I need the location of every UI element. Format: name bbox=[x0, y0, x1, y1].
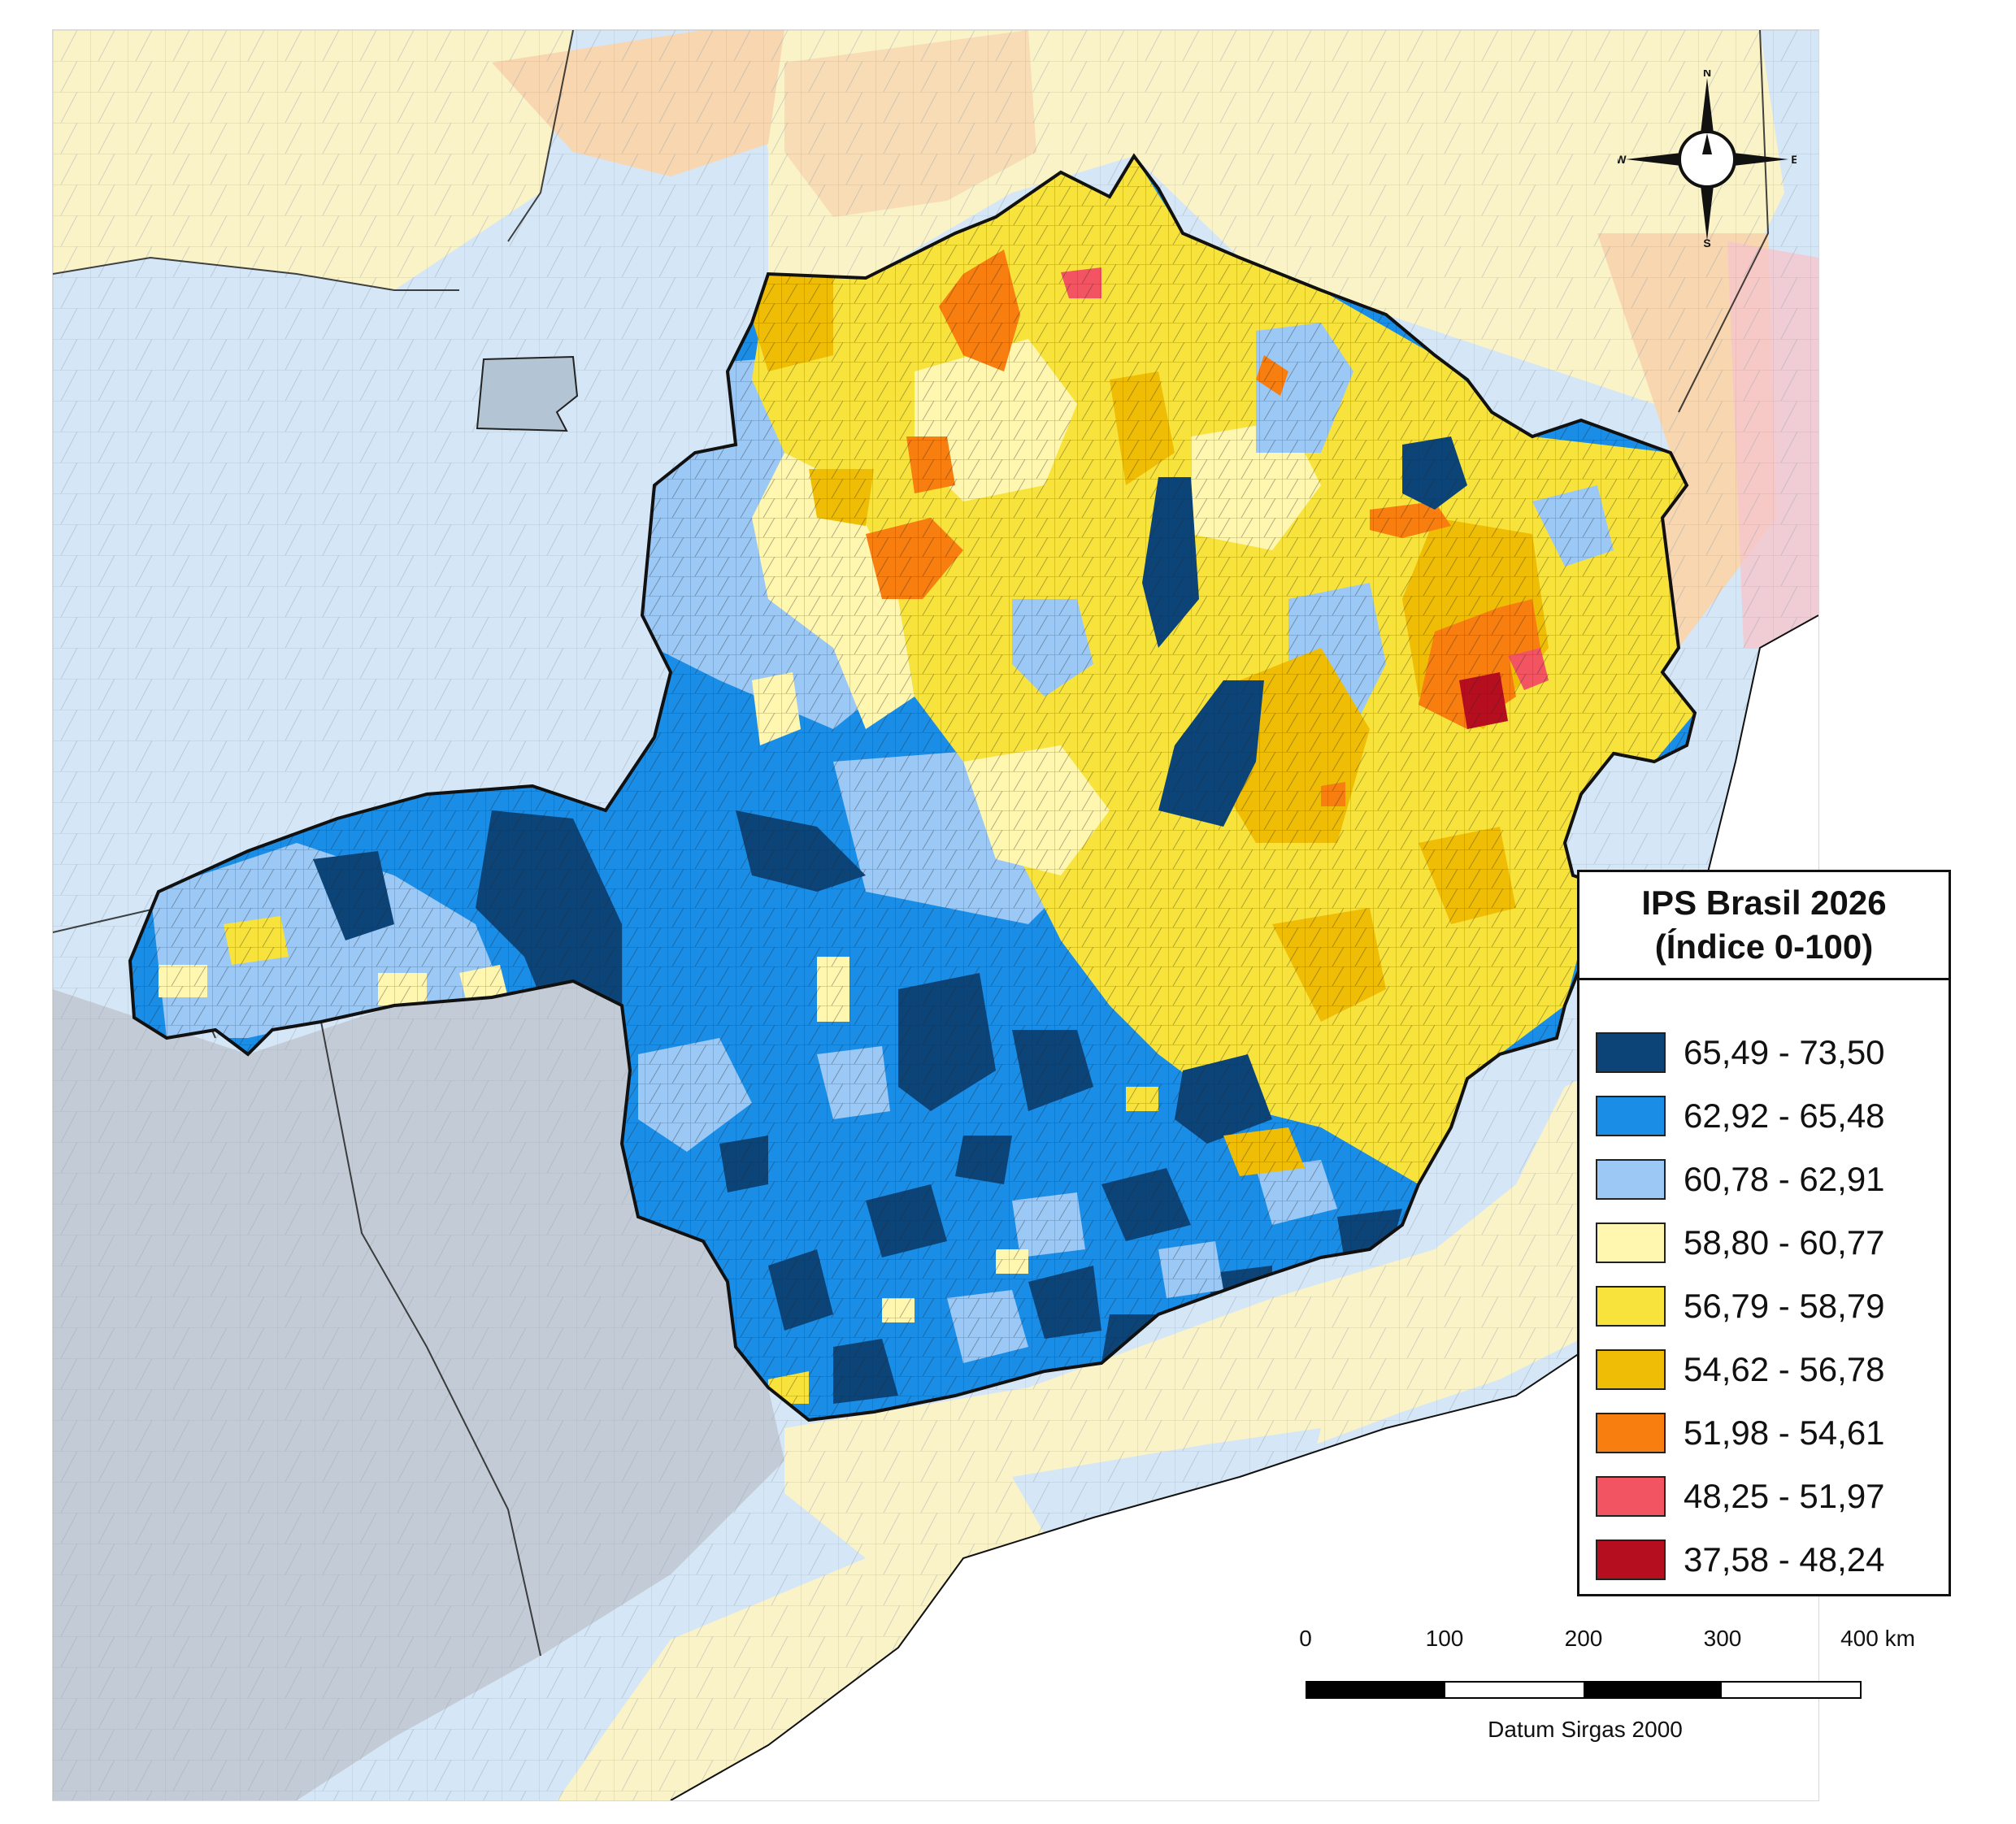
scale-tick-300: 300 bbox=[1703, 1626, 1742, 1651]
ocean-area bbox=[671, 615, 1818, 1800]
legend-title-line-1: IPS Brasil 2026 bbox=[1641, 884, 1887, 922]
legend-swatch bbox=[1596, 1096, 1666, 1136]
legend-items: 65,49 - 73,50 62,92 - 65,48 60,78 - 62,91 5… bbox=[1579, 980, 1949, 1592]
scale-segment-2 bbox=[1445, 1683, 1584, 1697]
compass-e: E bbox=[1791, 153, 1797, 166]
legend-title-line-2: (Índice 0-100) bbox=[1654, 927, 1874, 966]
scale-segment-4 bbox=[1722, 1683, 1860, 1697]
compass-s: S bbox=[1703, 237, 1710, 249]
map-canvas[interactable] bbox=[53, 30, 1818, 1800]
legend-item: 51,98 - 54,61 bbox=[1579, 1401, 1949, 1465]
legend-label: 56,79 - 58,79 bbox=[1684, 1287, 1885, 1325]
legend-label: 60,78 - 62,91 bbox=[1684, 1160, 1885, 1198]
scale-segment-1 bbox=[1307, 1683, 1445, 1697]
legend-label: 65,49 - 73,50 bbox=[1684, 1033, 1885, 1071]
compass-w: W bbox=[1618, 153, 1627, 166]
legend-swatch bbox=[1596, 1349, 1666, 1390]
minas-gerais-outline bbox=[128, 153, 1697, 1422]
legend-item: 62,92 - 65,48 bbox=[1579, 1084, 1949, 1148]
scale-tick-100: 100 bbox=[1425, 1626, 1464, 1651]
scale-tick-0: 0 bbox=[1299, 1626, 1312, 1651]
legend-label: 54,62 - 56,78 bbox=[1684, 1350, 1885, 1388]
scale-bar: 0 100 200 300 400 km Datum Sirgas 2000 bbox=[1284, 1626, 1935, 1756]
legend-item: 65,49 - 73,50 bbox=[1579, 1021, 1949, 1084]
legend-item: 48,25 - 51,97 bbox=[1579, 1465, 1949, 1528]
legend-item: 58,80 - 60,77 bbox=[1579, 1211, 1949, 1275]
legend-label: 62,92 - 65,48 bbox=[1684, 1097, 1885, 1135]
legend-swatch bbox=[1596, 1159, 1666, 1200]
legend-swatch bbox=[1596, 1286, 1666, 1327]
legend-label: 58,80 - 60,77 bbox=[1684, 1223, 1885, 1262]
datum-label: Datum Sirgas 2000 bbox=[1488, 1717, 1683, 1742]
map-legend: IPS Brasil 2026 (Índice 0-100) 65,49 - 7… bbox=[1577, 870, 1951, 1596]
legend-item: 54,62 - 56,78 bbox=[1579, 1338, 1949, 1401]
legend-swatch bbox=[1596, 1032, 1666, 1073]
compass-n: N bbox=[1703, 70, 1711, 79]
compass-rose-icon: N S E W bbox=[1615, 66, 1798, 250]
scale-tick-200: 200 bbox=[1564, 1626, 1603, 1651]
legend-swatch bbox=[1596, 1223, 1666, 1263]
legend-title: IPS Brasil 2026 (Índice 0-100) bbox=[1579, 872, 1949, 980]
legend-item: 37,58 - 48,24 bbox=[1579, 1528, 1949, 1592]
legend-swatch bbox=[1596, 1413, 1666, 1453]
map-frame[interactable] bbox=[52, 29, 1819, 1801]
legend-label: 51,98 - 54,61 bbox=[1684, 1414, 1885, 1452]
distrito-federal bbox=[476, 355, 579, 432]
legend-label: 48,25 - 51,97 bbox=[1684, 1477, 1885, 1515]
scale-tick-400-km: 400 km bbox=[1840, 1626, 1915, 1651]
legend-item: 60,78 - 62,91 bbox=[1579, 1148, 1949, 1211]
scale-segment-3 bbox=[1584, 1683, 1722, 1697]
legend-swatch bbox=[1596, 1540, 1666, 1580]
legend-label: 37,58 - 48,24 bbox=[1684, 1540, 1885, 1579]
legend-swatch bbox=[1596, 1476, 1666, 1517]
legend-item: 56,79 - 58,79 bbox=[1579, 1275, 1949, 1338]
scale-bar-segments bbox=[1306, 1681, 1862, 1699]
